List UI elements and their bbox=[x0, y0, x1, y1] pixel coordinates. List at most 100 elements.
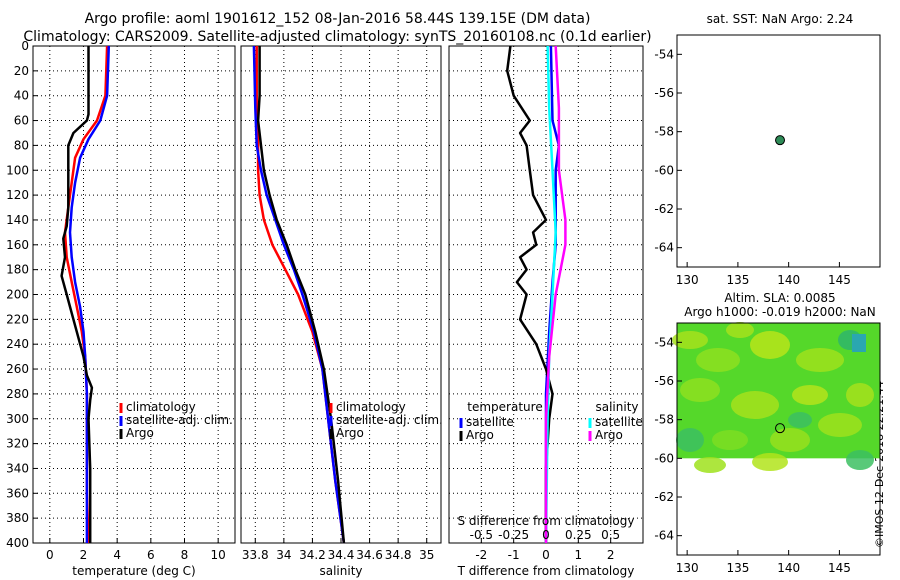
diff-temp-legend-label: Argo bbox=[466, 428, 494, 442]
sst-map-frame bbox=[676, 34, 881, 268]
sal-series-satellite-adj-clim- bbox=[252, 45, 346, 544]
sla-map-ytick-label: -56 bbox=[654, 374, 674, 388]
diff-temp-legend-label: satellite bbox=[466, 415, 514, 429]
depth-tick-label: 280 bbox=[6, 387, 29, 401]
diff-top-xtick-label: 0.5 bbox=[601, 528, 620, 542]
temp-xtick-label: 8 bbox=[181, 548, 189, 562]
title-line1: Argo profile: aoml 1901612_152 08-Jan-20… bbox=[84, 11, 591, 27]
diff-top-xtick-label: 0 bbox=[542, 528, 550, 542]
sla-map-patch bbox=[846, 383, 874, 407]
diff-top-xlabel: S difference from climatology bbox=[458, 514, 635, 528]
sal-xtick-label: 35 bbox=[419, 548, 434, 562]
sal-xtick-label: 33.8 bbox=[242, 548, 269, 562]
depth-tick-label: 360 bbox=[6, 486, 29, 500]
sst-map-xtick-label: 135 bbox=[726, 273, 749, 287]
sal-xtick-label: 34.2 bbox=[299, 548, 326, 562]
sla-map-patch bbox=[712, 430, 748, 450]
sst-map-float-marker bbox=[775, 135, 786, 146]
sla-map-frame bbox=[676, 322, 881, 556]
sla-map-patch bbox=[694, 457, 726, 473]
temp-xtick-label: 0 bbox=[46, 548, 54, 562]
sla-map-patch bbox=[726, 322, 754, 338]
sal-xlabel: salinity bbox=[319, 564, 362, 578]
sla-map-xtick-label: 145 bbox=[828, 561, 851, 575]
sal-xtick-label: 34.6 bbox=[356, 548, 383, 562]
temp-legend-label: climatology bbox=[126, 400, 196, 414]
depth-tick-label: 300 bbox=[6, 412, 29, 426]
temp-xtick-label: 4 bbox=[113, 548, 121, 562]
depth-tick-label: 340 bbox=[6, 461, 29, 475]
sal-legend-label: climatology bbox=[336, 400, 406, 414]
sst-map-xtick-label: 130 bbox=[676, 273, 699, 287]
sal-legend-label: Argo bbox=[336, 426, 364, 440]
depth-tick-label: 160 bbox=[6, 238, 29, 252]
sal-xtick-label: 34.8 bbox=[385, 548, 412, 562]
sla-map-float-marker bbox=[775, 423, 786, 434]
sla-map-patch bbox=[770, 428, 810, 452]
sst-map-ytick-label: -60 bbox=[654, 163, 674, 177]
sst-map-ytick-label: -58 bbox=[654, 125, 674, 139]
diff-legend-temperature-title: temperature bbox=[467, 400, 542, 414]
sla-map-patch bbox=[680, 378, 720, 402]
diff-xtick-label: 2 bbox=[607, 548, 615, 562]
depth-tick-label: 120 bbox=[6, 188, 29, 202]
sal-legend-label: satellite-adj. clim. bbox=[336, 413, 443, 427]
sal-xtick-label: 34.4 bbox=[328, 548, 355, 562]
title-line2: Climatology: CARS2009. Satellite-adjuste… bbox=[23, 29, 652, 45]
diff-sal-legend-label: Argo bbox=[595, 428, 623, 442]
sst-map-ytick-label: -64 bbox=[654, 241, 674, 255]
depth-tick-label: 260 bbox=[6, 362, 29, 376]
diff-xtick-label: 0 bbox=[542, 548, 550, 562]
depth-tick-label: 200 bbox=[6, 288, 29, 302]
temp-xtick-label: 10 bbox=[211, 548, 226, 562]
temp-panel bbox=[32, 45, 236, 544]
sla-map-patch bbox=[846, 450, 874, 470]
diff-xtick-label: -2 bbox=[475, 548, 487, 562]
sla-map-title-line1: Altim. SLA: 0.0085 bbox=[724, 291, 836, 305]
diff-legend-salinity-title: salinity bbox=[595, 400, 638, 414]
sal-xtick-label: 34 bbox=[276, 548, 291, 562]
temp-series-satellite-adj-clim- bbox=[68, 45, 111, 543]
depth-tick-label: 140 bbox=[6, 213, 29, 227]
depth-tick-label: 0 bbox=[21, 39, 29, 53]
sla-map-patch bbox=[818, 413, 862, 437]
sla-map-patch bbox=[676, 428, 704, 452]
sla-map-patch bbox=[796, 348, 844, 372]
sst-map-ytick-label: -62 bbox=[654, 202, 674, 216]
sst-map bbox=[676, 34, 881, 268]
sst-map-title: sat. SST: NaN Argo: 2.24 bbox=[706, 12, 854, 26]
sst-map-ytick-label: -54 bbox=[654, 47, 674, 61]
sst-map-xtick-label: 140 bbox=[777, 273, 800, 287]
sla-map-xtick-label: 135 bbox=[726, 561, 749, 575]
depth-tick-label: 80 bbox=[14, 138, 29, 152]
sla-map-patch bbox=[696, 348, 740, 372]
diff-panel bbox=[448, 45, 644, 544]
sla-map-patch bbox=[792, 385, 828, 405]
sst-map-xtick-label: 145 bbox=[828, 273, 851, 287]
sla-map-patch bbox=[752, 453, 788, 471]
sal-panel bbox=[240, 45, 442, 544]
temp-xtick-label: 2 bbox=[80, 548, 88, 562]
sst-map-ytick-label: -56 bbox=[654, 86, 674, 100]
depth-tick-label: 100 bbox=[6, 163, 29, 177]
sla-map-patch bbox=[731, 391, 779, 419]
sal-series-argo bbox=[256, 46, 346, 544]
depth-tick-label: 380 bbox=[6, 511, 29, 525]
sla-map-xtick-label: 130 bbox=[676, 561, 699, 575]
diff-xlabel: T difference from climatology bbox=[457, 564, 635, 578]
sla-map-ytick-label: -62 bbox=[654, 490, 674, 504]
depth-tick-label: 40 bbox=[14, 89, 29, 103]
sla-map-ytick-label: -58 bbox=[654, 413, 674, 427]
diff-series-s-satellite bbox=[544, 45, 557, 544]
sla-map-ytick-label: -54 bbox=[654, 335, 674, 349]
sla-map-title-line2: Argo h1000: -0.019 h2000: NaN bbox=[684, 305, 876, 319]
sla-map-patch bbox=[672, 331, 708, 349]
sla-map-patch bbox=[788, 412, 812, 428]
temp-xtick-label: 6 bbox=[147, 548, 155, 562]
sla-map bbox=[672, 322, 881, 556]
temp-series-argo bbox=[60, 46, 94, 543]
depth-tick-label: 400 bbox=[6, 536, 29, 550]
sla-map-patch bbox=[852, 334, 866, 352]
sla-map-xtick-label: 140 bbox=[777, 561, 800, 575]
